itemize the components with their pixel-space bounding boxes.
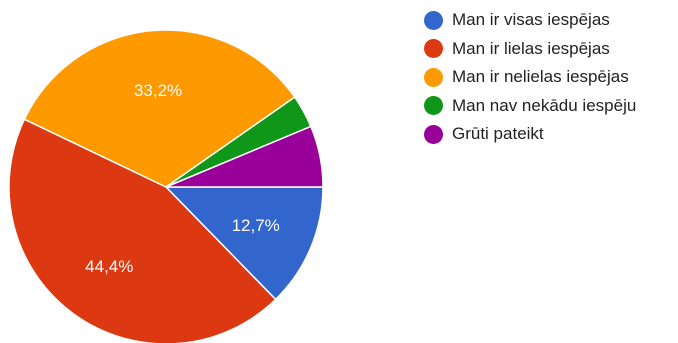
slice-value-label-1: 12,7% [232,216,280,235]
legend-label: Man ir lielas iespējas [452,38,610,58]
legend-item: Man nav nekādu iespēju [424,92,636,121]
legend-label: Man ir nelielas iespējas [452,67,629,87]
legend-item: Man ir visas iespējas [424,6,636,35]
legend-item: Man ir lielas iespējas [424,35,636,64]
legend-swatch [424,124,443,144]
legend-label: Man nav nekādu iespēju [452,95,637,115]
legend-item: Grūti pateikt [424,120,636,149]
slice-value-label-3: 33,2% [134,81,182,100]
legend-item: Man ir nelielas iespējas [424,63,636,92]
legend-label: Man ir visas iespējas [452,10,610,30]
legend: Man ir visas iespējas Man ir lielas iespē… [424,6,636,149]
pie-slice-1 [164,186,324,301]
slice-value-label-2: 44,4% [85,257,133,276]
legend-swatch [424,67,443,87]
pie-slice-5 [165,125,324,188]
pie-slice-2 [8,118,277,343]
legend-label: Grūti pateikt [452,124,544,144]
pie-slice-3 [23,29,296,188]
legend-swatch [424,96,443,116]
legend-swatch [424,39,443,59]
legend-swatch [424,10,443,30]
